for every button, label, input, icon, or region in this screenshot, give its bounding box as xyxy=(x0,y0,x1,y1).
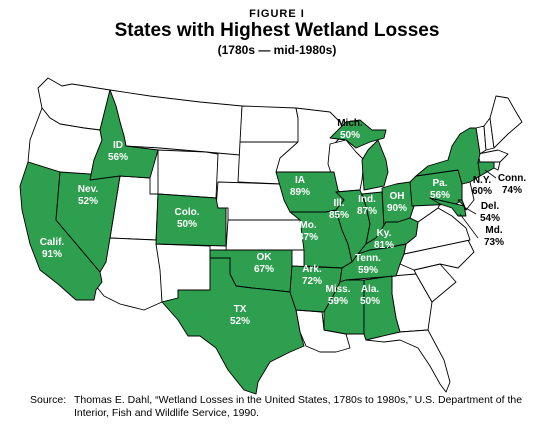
source-line-1: Thomas E. Dahl, “Wetland Losses in the U… xyxy=(74,394,523,406)
label-il-value: 85% xyxy=(329,210,349,221)
label-nv-value: 52% xyxy=(78,196,98,207)
state-tn xyxy=(339,243,407,283)
label-tx-value: 52% xyxy=(230,316,250,327)
label-md-name: Md. xyxy=(485,225,502,236)
state-al xyxy=(363,275,401,341)
label-ct-name: Conn. xyxy=(498,173,527,184)
state-wi xyxy=(327,139,365,193)
label-tn-value: 59% xyxy=(358,265,378,276)
label-nv-name: Nev. xyxy=(78,184,99,195)
label-ok-name: OK xyxy=(257,252,273,263)
label-md-value: 73% xyxy=(484,237,504,248)
state-ms xyxy=(323,279,365,335)
state-mt xyxy=(109,89,243,156)
label-in-value: 87% xyxy=(357,206,377,217)
label-pa-name: Pa. xyxy=(432,178,447,189)
label-ok-value: 67% xyxy=(254,264,274,275)
label-ms-value: 59% xyxy=(328,296,348,307)
label-co-name: Colo. xyxy=(175,207,200,218)
state-ri xyxy=(493,161,501,171)
label-mi-name: Mich. xyxy=(337,118,363,129)
label-pa-value: 56% xyxy=(430,190,450,201)
label-al-value: 50% xyxy=(360,296,380,307)
source-citation: Source: Thomas E. Dahl, “Wetland Losses i… xyxy=(30,394,530,420)
label-ny-value: 60% xyxy=(472,186,492,197)
label-id-name: ID xyxy=(113,140,123,151)
state-mi-lower xyxy=(361,139,389,191)
map-subtitle: (1780s — mid-1980s) xyxy=(217,43,337,57)
label-ca-value: 91% xyxy=(42,249,62,260)
state-tx xyxy=(161,257,305,395)
label-id-value: 56% xyxy=(108,152,128,163)
label-in-name: Ind. xyxy=(358,194,376,205)
label-ky-name: Ky. xyxy=(377,228,392,239)
state-nc xyxy=(399,239,475,271)
state-ks xyxy=(225,219,305,251)
label-tx-name: TX xyxy=(234,304,247,315)
leader-conn xyxy=(484,169,497,179)
state-la xyxy=(295,309,351,353)
label-mo-name: Mo. xyxy=(299,220,316,231)
label-de-value: 54% xyxy=(480,213,500,224)
label-tn-name: Tenn. xyxy=(355,253,381,264)
label-mo-value: 87% xyxy=(298,232,318,243)
label-ar-name: Ark. xyxy=(302,264,322,275)
label-ny-name: N.Y. xyxy=(473,175,492,186)
state-fl xyxy=(363,329,451,393)
figure-label: FIGURE I xyxy=(249,8,305,20)
highlighted-states xyxy=(19,89,495,395)
state-mi-upper xyxy=(329,119,387,149)
label-ia-name: IA xyxy=(295,175,305,186)
leader-md xyxy=(459,213,479,239)
state-labels: Calif. 91% Nev. 52% ID 56% Colo. 50% OK … xyxy=(40,118,527,327)
label-oh-name: OH xyxy=(390,191,405,202)
label-de-name: Del. xyxy=(481,201,500,212)
label-oh-value: 90% xyxy=(387,203,407,214)
label-co-value: 50% xyxy=(177,219,197,230)
label-il-name: Ill. xyxy=(333,198,344,209)
state-ma xyxy=(477,149,509,163)
source-line-2: Interior, Fish and Wildlife Service, 199… xyxy=(74,407,260,419)
state-nd xyxy=(239,105,301,143)
label-ca-name: Calif. xyxy=(40,237,65,248)
label-ar-value: 72% xyxy=(302,276,322,287)
state-ny xyxy=(415,127,481,185)
state-ct xyxy=(477,161,495,177)
source-label: Source: xyxy=(30,394,67,406)
label-ia-value: 89% xyxy=(290,187,310,198)
leader-del xyxy=(463,206,477,215)
label-ms-name: Miss. xyxy=(325,284,350,295)
state-id xyxy=(89,89,159,181)
state-wy xyxy=(157,149,219,199)
label-mi-value: 50% xyxy=(340,130,360,141)
label-ct-value: 74% xyxy=(502,185,522,196)
label-al-name: Ala. xyxy=(361,284,380,295)
state-co xyxy=(155,193,227,247)
state-me xyxy=(489,95,523,149)
label-ky-value: 81% xyxy=(374,240,394,251)
state-de xyxy=(457,199,467,211)
map-title: States with Highest Wetland Losses xyxy=(114,20,440,41)
